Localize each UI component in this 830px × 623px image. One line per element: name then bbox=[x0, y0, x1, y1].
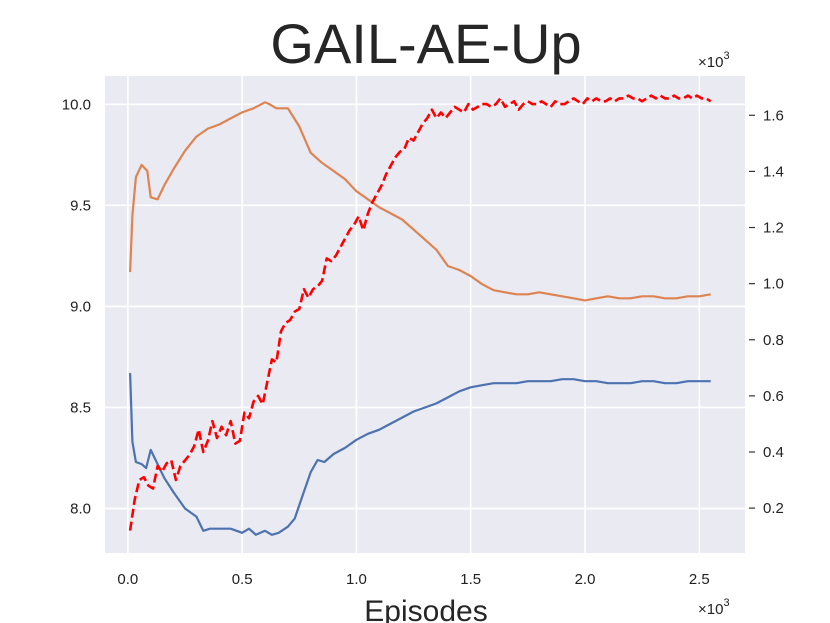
x-multiplier-base: ×10 bbox=[698, 601, 723, 618]
x-tick-label: 1.5 bbox=[460, 571, 481, 588]
series-line-2 bbox=[129, 373, 711, 536]
y-tick-label: 9.0 bbox=[70, 298, 91, 315]
y-tick-label: 9.5 bbox=[70, 197, 91, 214]
y-tick-label: 8.5 bbox=[70, 399, 91, 416]
grid-lines bbox=[105, 76, 745, 553]
y2-tick-label: 0.2 bbox=[763, 500, 784, 517]
y2-multiplier-base: ×10 bbox=[698, 54, 723, 71]
chart-title: GAIL-AE-Up bbox=[270, 12, 581, 75]
x-axis: 0.0 0.5 1.0 1.5 2.0 2.5 bbox=[117, 571, 709, 588]
y-tick-label: 10.0 bbox=[62, 96, 91, 113]
x-multiplier-label: ×103 bbox=[698, 597, 730, 618]
y2-multiplier-label: ×103 bbox=[698, 50, 730, 71]
y2-tick-label: 0.4 bbox=[763, 444, 784, 461]
y2-tick-label: 1.0 bbox=[763, 276, 784, 293]
series-line-1 bbox=[129, 101, 711, 302]
y2-tick-label: 1.6 bbox=[763, 107, 784, 124]
y2-tick-label: 1.4 bbox=[763, 163, 784, 180]
x-multiplier-exponent: 3 bbox=[723, 597, 729, 609]
x-tick-label: 0.5 bbox=[232, 571, 253, 588]
y2-multiplier-exponent: 3 bbox=[723, 50, 729, 62]
series-line-3 bbox=[128, 94, 712, 531]
y2-tick-label: 1.2 bbox=[763, 220, 784, 237]
x-tick-label: 1.0 bbox=[346, 571, 367, 588]
plot-area bbox=[105, 76, 745, 553]
x-tick-label: 2.0 bbox=[575, 571, 596, 588]
x-axis-label: Episodes bbox=[364, 595, 487, 623]
x-tick-label: 2.5 bbox=[689, 571, 710, 588]
y-axis-right: 0.2 0.4 0.6 0.8 1.0 1.2 1.4 1.6 bbox=[749, 107, 784, 517]
series-layer bbox=[128, 94, 712, 536]
x-tick-label: 0.0 bbox=[117, 571, 138, 588]
y-axis-left: 8.0 8.5 9.0 9.5 10.0 bbox=[62, 96, 91, 517]
y2-tick-label: 0.8 bbox=[763, 332, 784, 349]
y2-tick-label: 0.6 bbox=[763, 388, 784, 405]
y-tick-label: 8.0 bbox=[70, 501, 91, 518]
